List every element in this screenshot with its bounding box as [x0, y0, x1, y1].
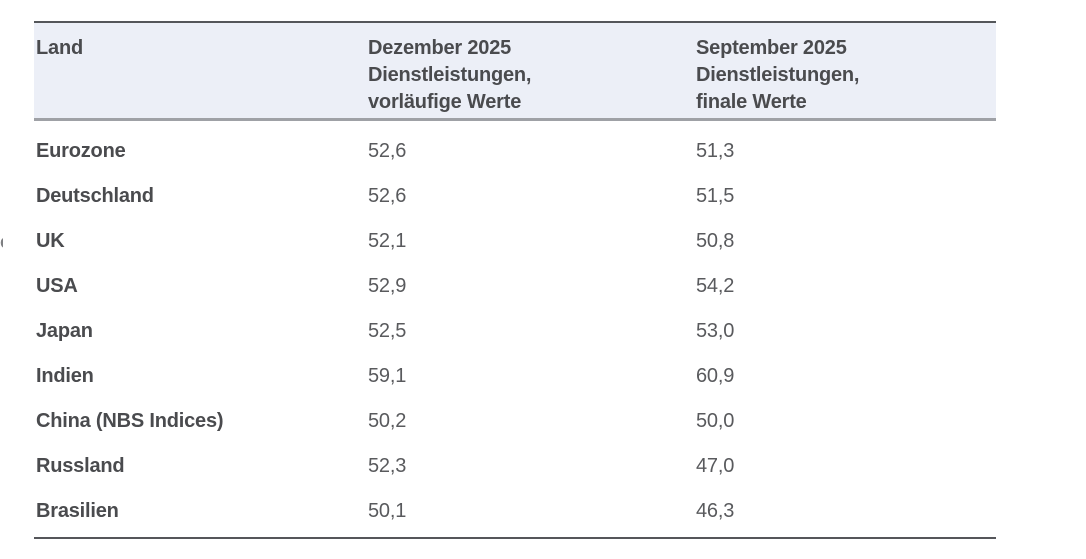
header-line: finale Werte [696, 91, 807, 113]
value-cell-dezember: 52,9 [368, 275, 407, 297]
country-cell: Indien [36, 365, 94, 387]
value-cell-september: 54,2 [696, 275, 735, 297]
value-cell-dezember: 50,1 [368, 500, 407, 522]
table-row: UK 52,1 50,8 [34, 219, 996, 264]
table-row: Eurozone 52,6 51,3 [34, 129, 996, 174]
table-row: USA 52,9 54,2 [34, 264, 996, 309]
table-bottom-rule [34, 537, 996, 539]
country-cell: USA [36, 275, 78, 297]
column-header-land: Land [34, 35, 368, 62]
value-cell-september: 53,0 [696, 320, 735, 342]
table-row: China (NBS Indices) 50,2 50,0 [34, 399, 996, 444]
value-cell-september: 51,3 [696, 140, 735, 162]
table-top-rule [34, 21, 996, 23]
table-row: Brasilien 50,1 46,3 [34, 489, 996, 534]
pmi-table: Land Dezember 2025 Dienstleistungen, vor… [34, 21, 996, 539]
value-cell-dezember: 52,1 [368, 230, 407, 252]
column-header-september-2025: September 2025 Dienstleistungen, finale … [696, 35, 996, 116]
value-cell-september: 50,8 [696, 230, 735, 252]
country-cell: Eurozone [36, 140, 126, 162]
header-line: September 2025 [696, 37, 847, 59]
column-header-land-label: Land [36, 37, 83, 59]
header-line: Dezember 2025 [368, 37, 512, 59]
country-cell: UK [36, 230, 65, 252]
table-row: Indien 59,1 60,9 [34, 354, 996, 399]
country-cell: Russland [36, 455, 125, 477]
value-cell-september: 47,0 [696, 455, 735, 477]
value-cell-september: 60,9 [696, 365, 735, 387]
value-cell-september: 50,0 [696, 410, 735, 432]
country-cell: Deutschland [36, 185, 154, 207]
country-cell: Japan [36, 320, 93, 342]
country-cell: China (NBS Indices) [36, 410, 224, 432]
value-cell-dezember: 52,3 [368, 455, 407, 477]
country-cell: Brasilien [36, 500, 119, 522]
table-row: Russland 52,3 47,0 [34, 444, 996, 489]
table-body: Eurozone 52,6 51,3 Deutschland 52,6 51,5… [34, 121, 996, 534]
value-cell-dezember: 50,2 [368, 410, 407, 432]
clipped-text-artifact: e [0, 236, 3, 250]
table-row: Deutschland 52,6 51,5 [34, 174, 996, 219]
value-cell-september: 51,5 [696, 185, 735, 207]
value-cell-dezember: 59,1 [368, 365, 407, 387]
table-header-row: Land Dezember 2025 Dienstleistungen, vor… [34, 23, 996, 121]
table-row: Japan 52,5 53,0 [34, 309, 996, 354]
value-cell-dezember: 52,6 [368, 185, 407, 207]
header-line: vorläufige Werte [368, 91, 522, 113]
header-line: Dienstleistungen, [696, 64, 860, 86]
value-cell-dezember: 52,5 [368, 320, 407, 342]
value-cell-september: 46,3 [696, 500, 735, 522]
value-cell-dezember: 52,6 [368, 140, 407, 162]
header-line: Dienstleistungen, [368, 64, 532, 86]
column-header-dezember-2025: Dezember 2025 Dienstleistungen, vorläufi… [368, 35, 696, 116]
